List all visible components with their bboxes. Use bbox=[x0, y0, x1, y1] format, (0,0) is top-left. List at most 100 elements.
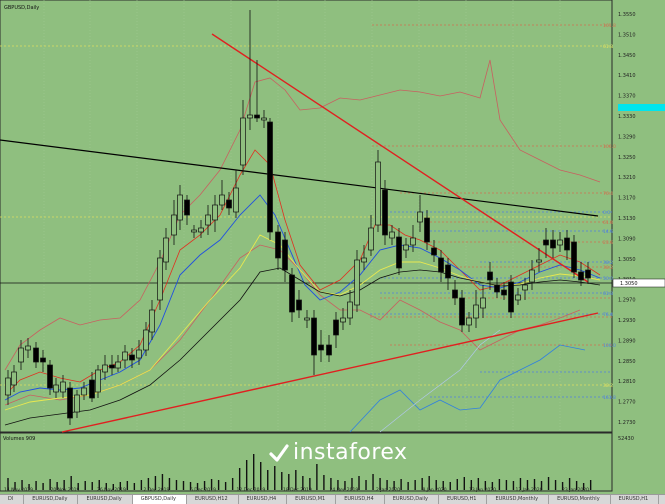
bullish-candle bbox=[149, 309, 155, 333]
main-chart-frame bbox=[0, 0, 613, 433]
bearish-candle bbox=[226, 199, 232, 209]
bullish-candle bbox=[466, 317, 472, 326]
bullish-candle bbox=[219, 194, 225, 206]
chart-tab[interactable]: EURUSD,H12 bbox=[187, 495, 239, 504]
fib-label: 76.4 bbox=[603, 191, 613, 197]
upper-band-line bbox=[4, 59, 601, 371]
chart-tab[interactable]: EURUSD,Daily bbox=[78, 495, 133, 504]
date-axis-label: 23 Jan 2020 bbox=[562, 487, 589, 493]
bearish-candle bbox=[543, 239, 549, 246]
bullish-candle bbox=[375, 161, 381, 226]
bearish-candle bbox=[67, 387, 73, 419]
bearish-candle bbox=[40, 357, 46, 363]
price-axis-label: 1.3370 bbox=[618, 94, 636, 100]
bullish-candle bbox=[53, 384, 59, 393]
bullish-candle bbox=[368, 227, 374, 251]
bullish-candle bbox=[143, 329, 149, 351]
price-axis-label: 1.3050 bbox=[618, 257, 636, 263]
bullish-candle bbox=[536, 259, 542, 263]
chart-tab[interactable]: EURUSD,H4 bbox=[239, 495, 288, 504]
bearish-candle bbox=[129, 354, 135, 361]
price-axis-label: 1.2770 bbox=[618, 400, 636, 406]
bullish-candle bbox=[122, 351, 128, 361]
bullish-candle bbox=[361, 257, 367, 263]
chart-tab[interactable]: EURUSD,Monthly bbox=[549, 495, 611, 504]
price-axis-label: 1.3450 bbox=[618, 53, 636, 59]
price-axis-label: 1.2850 bbox=[618, 359, 636, 365]
instaforex-logo-icon bbox=[269, 443, 289, 462]
chart-tab[interactable]: EURUSD,Monthly bbox=[487, 495, 550, 504]
fib-label: 38.2 bbox=[603, 260, 613, 266]
bearish-candle bbox=[564, 237, 570, 251]
chart-tab[interactable]: EURUSD,H4 bbox=[336, 495, 385, 504]
black-trendline bbox=[0, 139, 599, 217]
date-axis: 14 Nov 2019 20 Nov 2019 26 Nov 2019 2 Dec 2… bbox=[4, 487, 589, 493]
chart-tab[interactable]: EURUSD,M1 bbox=[287, 495, 337, 504]
bearish-candle bbox=[333, 319, 339, 336]
fib-levels bbox=[0, 24, 612, 398]
bullish-candle bbox=[347, 301, 353, 319]
bearish-candle bbox=[424, 217, 430, 243]
bullish-candle bbox=[198, 227, 204, 233]
bullish-candle bbox=[473, 304, 479, 319]
date-axis-label: 18 Dec 2019 bbox=[283, 487, 312, 493]
bearish-candle bbox=[494, 284, 500, 293]
bullish-candle bbox=[191, 229, 197, 233]
bullish-candle bbox=[240, 117, 246, 166]
fib-label: 0.0 bbox=[603, 210, 610, 216]
fib-label: 38.2 bbox=[603, 265, 613, 271]
bearish-candle bbox=[445, 264, 451, 279]
date-axis-label: 8 Jan 2020 bbox=[423, 487, 447, 493]
bearish-candle bbox=[311, 317, 317, 356]
bearish-candle bbox=[396, 236, 402, 269]
price-axis: 1.3550 1.3510 1.3450 1.3410 1.3370 1.3330 1.32… bbox=[618, 12, 636, 426]
chart-tab[interactable]: EURUSD,Daily bbox=[24, 495, 79, 504]
price-axis-label: 1.3550 bbox=[618, 12, 636, 18]
bullish-candle bbox=[11, 371, 17, 386]
price-axis-label: 1.3130 bbox=[618, 216, 636, 222]
fib-label: 61.8 bbox=[603, 291, 613, 297]
fib-label: 61.8 bbox=[603, 44, 613, 50]
date-axis-label: 24 Dec 2019 bbox=[330, 487, 359, 493]
price-axis-label: 1.2890 bbox=[618, 338, 636, 344]
instaforex-watermark: instaforex bbox=[268, 440, 408, 465]
bullish-candle bbox=[403, 244, 409, 251]
date-axis-label: 26 Nov 2019 bbox=[97, 487, 126, 493]
chart-tab[interactable]: EURUSD,H1 bbox=[611, 495, 660, 504]
price-axis-label: 1.3290 bbox=[618, 134, 636, 140]
bearish-candle bbox=[578, 271, 584, 281]
bullish-candle bbox=[74, 394, 80, 413]
date-axis-label: 2 Jan 2020 bbox=[376, 487, 400, 493]
chart-tab[interactable]: EURUSD,H1 bbox=[439, 495, 488, 504]
fib-label: 161.8 bbox=[603, 23, 616, 29]
price-axis-label: 1.2970 bbox=[618, 298, 636, 304]
chart-tab[interactable]: Dl bbox=[0, 495, 25, 504]
date-axis-label: 12 Dec 2019 bbox=[237, 487, 266, 493]
bearish-candle bbox=[318, 344, 324, 351]
fib-label: 161.8 bbox=[603, 395, 616, 401]
bullish-candle bbox=[60, 381, 66, 393]
chart-tab[interactable]: GBPUSD,Daily bbox=[132, 495, 187, 504]
bearish-candle bbox=[296, 299, 302, 311]
bearish-candle bbox=[452, 289, 458, 299]
price-axis-label: 1.3510 bbox=[618, 32, 636, 38]
volume-axis-label: 52430 bbox=[618, 436, 634, 442]
bullish-candle bbox=[157, 257, 163, 301]
bullish-candle bbox=[81, 387, 87, 396]
fib-label: 23.6 bbox=[603, 240, 613, 246]
price-axis-label: 1.3170 bbox=[618, 196, 636, 202]
bullish-candle bbox=[417, 211, 423, 223]
bullish-candle bbox=[212, 204, 218, 221]
date-axis-label: 13 Jan 2020 bbox=[469, 487, 496, 493]
vertical-grid bbox=[43, 0, 561, 432]
bearish-candle bbox=[89, 379, 95, 399]
bearish-candle bbox=[585, 269, 591, 279]
bullish-candle bbox=[557, 239, 563, 246]
chart-tab[interactable]: EURUSD,Daily bbox=[385, 495, 439, 504]
bearish-candle bbox=[47, 364, 53, 389]
bullish-candle bbox=[261, 117, 267, 121]
price-axis-label: 1.2730 bbox=[618, 420, 636, 426]
chart-tabs-bar: Dl EURUSD,Daily EURUSD,Daily GBPUSD,Daily EU… bbox=[0, 494, 665, 504]
bearish-candle bbox=[382, 189, 388, 236]
